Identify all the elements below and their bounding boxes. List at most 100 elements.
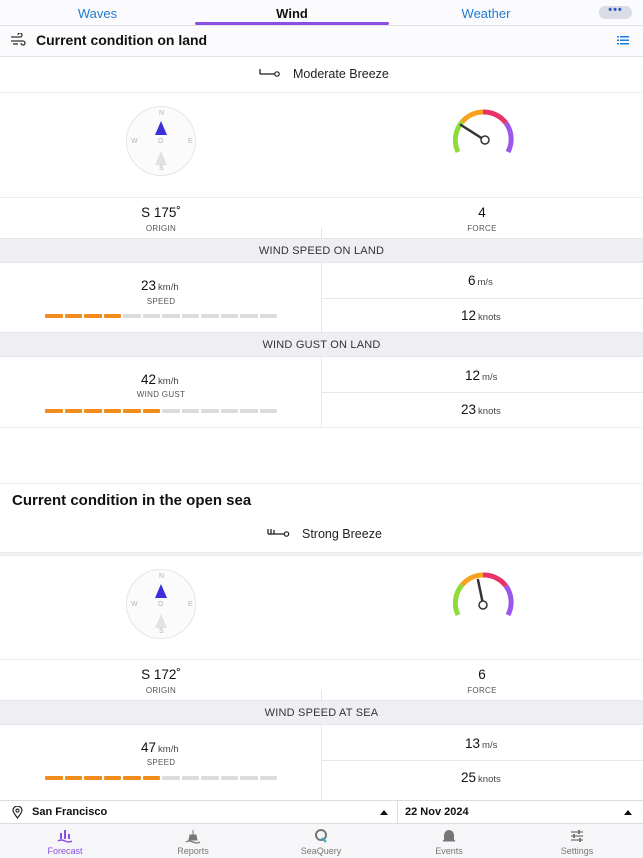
speed-bar-segment (45, 314, 63, 318)
nav-reports-label: Reports (177, 846, 209, 856)
speed-bar-segment (162, 776, 180, 780)
speed-bar-segment (220, 314, 238, 318)
date-select[interactable]: 22 Nov 2024 (405, 806, 469, 818)
speed-bar-segment (181, 314, 199, 318)
compass-needle-icon (155, 121, 167, 165)
speed-number: 47 (141, 740, 157, 755)
gust-unit: km/h (158, 376, 179, 387)
wind-barb-icon (259, 69, 280, 77)
sliders-icon (571, 830, 583, 842)
speed-knots-number: 25 (461, 770, 477, 785)
sea-direction-row: S 172˚ ORIGIN 6 FORCE (0, 659, 643, 702)
speed-bar (45, 314, 277, 318)
speed-bar-segment (240, 409, 258, 413)
gust-ms-number: 12 (465, 368, 481, 383)
wind-icon (11, 33, 26, 46)
speed-bar-segment (123, 409, 141, 413)
compass-e: E (188, 138, 193, 145)
spacer (0, 427, 643, 483)
reports-icon (185, 830, 201, 844)
more-button[interactable]: ••• (599, 5, 632, 19)
land-gust-metric: 42 km/h WIND GUST 12 m/s 23 knots (0, 357, 643, 427)
speed-bar-segment (201, 776, 219, 780)
sea-speed-metric: 47 km/h SPEED 13 m/s 25 knots (0, 725, 643, 800)
speed-ms-number: 6 (468, 273, 476, 288)
speed-caption: SPEED (146, 758, 176, 767)
speed-bar-segment (64, 776, 82, 780)
speed-bar-segment (259, 314, 277, 318)
speed-bar-segment (123, 776, 141, 780)
gust-knots-number: 23 (461, 402, 477, 417)
speed-bar-segment (259, 409, 277, 413)
force-caption: FORCE (467, 686, 497, 695)
direction-caption: ORIGIN (145, 686, 177, 695)
nav-events-label: Events (435, 846, 463, 856)
seaquery-icon (315, 829, 327, 843)
speed-bar-segment (201, 314, 219, 318)
compass-w: W (131, 601, 138, 608)
speed-bar-segment (84, 409, 102, 413)
location-select[interactable]: San Francisco (32, 806, 108, 818)
active-tab-indicator (195, 22, 389, 25)
wind-barb-icon (267, 529, 290, 537)
land-gust-band: WIND GUST ON LAND (0, 332, 643, 357)
speed-knots: 12 knots (461, 308, 501, 323)
speed-bar-segment (45, 409, 63, 413)
speed-ms-number: 13 (465, 736, 481, 751)
direction-value: S 175˚ (141, 205, 181, 220)
nav-settings[interactable]: Settings (513, 824, 641, 858)
tab-waves[interactable]: Waves (77, 6, 118, 21)
date-arrow-icon[interactable] (624, 810, 632, 815)
knots-unit: knots (478, 774, 501, 785)
speed-bar-segment (220, 776, 238, 780)
force-value: 4 (478, 205, 486, 220)
speed-bar-segment (201, 409, 219, 413)
list-icon[interactable] (617, 35, 629, 45)
location-pin-icon (12, 806, 23, 819)
speed-unit: km/h (158, 744, 179, 755)
speed-knots-number: 12 (461, 308, 477, 323)
compass-n: N (159, 573, 165, 580)
tab-weather[interactable]: Weather (461, 6, 511, 21)
location-bar: San Francisco 22 Nov 2024 (0, 800, 643, 824)
compass: N S E W O (126, 569, 196, 639)
direction-caption: ORIGIN (145, 224, 177, 233)
speed-value: 23 km/h (141, 278, 179, 293)
speed-bar-segment (45, 776, 63, 780)
top-tab-bar: Waves Wind Weather ••• (0, 0, 643, 26)
breeze-label: Moderate Breeze (293, 67, 389, 81)
knots-unit: knots (478, 406, 501, 417)
location-arrow-icon[interactable] (380, 810, 388, 815)
nav-reports[interactable]: Reports (129, 824, 257, 858)
compass-w: W (131, 138, 138, 145)
speed-bar-segment (220, 409, 238, 413)
speed-knots: 25 knots (461, 770, 501, 785)
nav-events[interactable]: Events (385, 824, 513, 858)
nav-seaquery[interactable]: SeaQuery (257, 824, 385, 858)
tab-wind[interactable]: Wind (276, 6, 308, 21)
compass-s: S (159, 165, 164, 172)
speed-bar-segment (142, 314, 160, 318)
sea-speed-band: WIND SPEED AT SEA (0, 700, 643, 725)
speed-number: 23 (141, 278, 157, 293)
speed-bar-segment (84, 776, 102, 780)
compass-s: S (159, 628, 164, 635)
wind-force-gauge (452, 572, 514, 617)
gust-number: 42 (141, 372, 157, 387)
nav-seaquery-label: SeaQuery (300, 846, 342, 856)
sea-title-row: Current condition in the open sea (0, 483, 643, 517)
speed-bar (45, 776, 277, 780)
speed-bar-segment (84, 314, 102, 318)
speed-value: 47 km/h (141, 740, 179, 755)
bell-icon (443, 830, 455, 842)
ms-unit: m/s (482, 372, 498, 383)
speed-ms: 13 m/s (465, 736, 497, 751)
sea-breeze-row: Strong Breeze (0, 517, 643, 553)
compass-needle-icon (155, 584, 167, 628)
breeze-label: Strong Breeze (302, 527, 382, 541)
speed-bar-segment (181, 776, 199, 780)
land-direction-row: S 175˚ ORIGIN 4 FORCE (0, 197, 643, 240)
speed-bar-segment (103, 776, 121, 780)
nav-forecast[interactable]: Forecast (1, 824, 129, 858)
speed-bar-segment (162, 314, 180, 318)
